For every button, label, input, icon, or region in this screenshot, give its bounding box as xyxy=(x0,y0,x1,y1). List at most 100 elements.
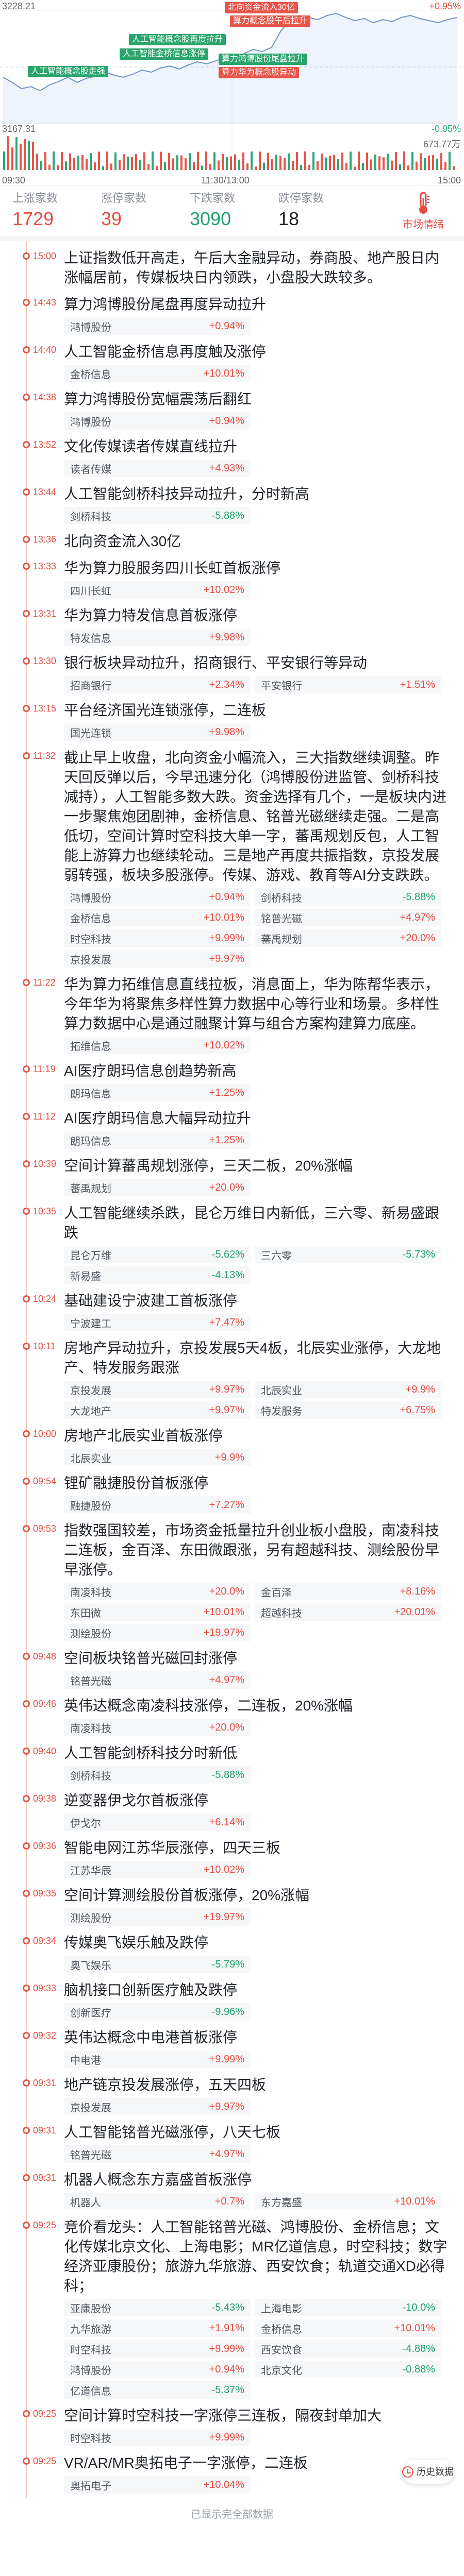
stock-chip[interactable]: 南凌科技 +20.0% xyxy=(64,1719,251,1736)
stock-chip[interactable]: 北京文化 -0.88% xyxy=(255,2361,441,2378)
news-entry[interactable]: 09:31 地产链京投发展涨停，五天四板 京投发展 +9.97% xyxy=(0,2072,464,2120)
stock-chip[interactable]: 机器人 +0.7% xyxy=(64,2193,251,2210)
chart-event-tag[interactable]: 人工智能金桥信息涨停 xyxy=(120,48,209,60)
stock-chip[interactable]: 上海电影 -10.0% xyxy=(255,2299,441,2316)
news-entry[interactable]: 10:39 空间计算蕃禹规划涨停，三天二板，20%涨幅 蕃禹规划 +20.0% xyxy=(0,1153,464,1200)
stock-chip[interactable]: 时空科技 +9.99% xyxy=(64,2340,251,2358)
stock-chip[interactable]: 蕃禹规划 +20.0% xyxy=(64,1179,251,1196)
stock-chip[interactable]: 招商银行 +2.34% xyxy=(64,676,251,693)
news-entry[interactable]: 10:00 房地产北辰实业首板涨停 北辰实业 +9.9% xyxy=(0,1423,464,1470)
stock-chip[interactable]: 新易盛 -4.13% xyxy=(64,1266,251,1284)
stock-chip[interactable]: 读者传媒 +4.93% xyxy=(64,460,251,477)
stock-chip[interactable]: 朗玛信息 +1.25% xyxy=(64,1084,251,1101)
chart-event-tag[interactable]: 算力概念股午后拉升 xyxy=(230,15,311,27)
stock-chip[interactable]: 特发服务 +6.75% xyxy=(255,1401,441,1419)
stock-chip[interactable]: 国光连锁 +9.98% xyxy=(64,723,251,741)
stock-chip[interactable]: 剑桥科技 -5.88% xyxy=(255,888,441,906)
news-entry[interactable]: 15:00 上证指数低开高走，午后大金融异动，券商股、地产股日内涨幅居前，传媒板块… xyxy=(0,245,464,292)
news-entry[interactable]: 13:36 北向资金流入30亿 xyxy=(0,529,464,555)
stock-chip[interactable]: 西安饮食 -4.88% xyxy=(255,2340,441,2358)
stock-chip[interactable]: 伊戈尔 +6.14% xyxy=(64,1814,251,1831)
news-entry[interactable]: 14:43 算力鸿博股份尾盘再度异动拉升 鸿博股份 +0.94% xyxy=(0,292,464,339)
news-entry[interactable]: 09:31 机器人概念东方嘉盛首板涨停 机器人 +0.7% 东方嘉盛 +10.01% xyxy=(0,2167,464,2214)
stock-chip[interactable]: 北辰实业 +9.9% xyxy=(64,1449,251,1466)
stock-chip[interactable]: 金桥信息 +10.01% xyxy=(255,2319,441,2337)
stock-chip[interactable]: 宁波建工 +7.47% xyxy=(64,1314,251,1331)
stock-chip[interactable]: 剑桥科技 -5.88% xyxy=(64,1766,251,1784)
stock-chip[interactable]: 江苏华辰 +10.02% xyxy=(64,1861,251,1878)
stock-chip[interactable]: 昆仑万维 -5.62% xyxy=(64,1246,251,1263)
stock-chip[interactable]: 京投发展 +9.97% xyxy=(64,2098,251,2115)
news-entry[interactable]: 13:33 华为算力股服务四川长虹首板涨停 四川长虹 +10.02% xyxy=(0,555,464,603)
stock-chip[interactable]: 奥拓电子 +10.04% xyxy=(64,2476,251,2494)
stock-chip[interactable]: 九华旅游 +1.91% xyxy=(64,2319,251,2337)
stock-chip[interactable]: 北辰实业 +9.9% xyxy=(255,1381,441,1398)
stock-chip[interactable]: 亿道信息 -5.37% xyxy=(64,2381,251,2399)
news-entry[interactable]: 11:22 华为算力拓维信息直线拉板，消息面上，华为陈帮华表示，今年华为将聚焦多样… xyxy=(0,972,464,1058)
stock-chip[interactable]: 京投发展 +9.97% xyxy=(64,1381,251,1398)
stock-chip[interactable]: 南凌科技 +20.0% xyxy=(64,1583,251,1600)
stock-chip[interactable]: 东方嘉盛 +10.01% xyxy=(255,2193,441,2210)
news-entry[interactable]: 09:25 竞价看龙头：人工智能铭普光磁、鸿博股份、金桥信息；文化传媒北京文化、上… xyxy=(0,2214,464,2403)
chart-event-tag[interactable]: 人工智能概念股走强 xyxy=(28,66,109,77)
stock-chip[interactable]: 融捷股份 +7.27% xyxy=(64,1496,251,1514)
stock-chip[interactable]: 时空科技 +9.99% xyxy=(64,929,251,947)
stock-chip[interactable]: 铭普光磁 +4.97% xyxy=(64,2145,251,2163)
chart-event-tag[interactable]: 北向资金流入30亿 xyxy=(225,2,298,13)
stock-chip[interactable]: 鸿博股份 +0.94% xyxy=(64,888,251,906)
news-entry[interactable]: 10:35 人工智能继续杀跌，昆仑万维日内新低，三六零、新易盛跟跌 昆仑万维 -5.6… xyxy=(0,1200,464,1288)
news-entry[interactable]: 09:53 指数强国较差，市场资金抵量拉升创业板小盘股，南凌科技二连板，金百泽、东… xyxy=(0,1518,464,1646)
news-entry[interactable]: 09:40 人工智能剑桥科技分时新低 剑桥科技 -5.88% xyxy=(0,1740,464,1788)
stock-chip[interactable]: 金百泽 +8.16% xyxy=(255,1583,441,1600)
stock-chip[interactable]: 鸿博股份 +0.94% xyxy=(64,2361,251,2378)
news-entry[interactable]: 13:31 华为算力特发信息首板涨停 特发信息 +9.98% xyxy=(0,603,464,650)
stock-chip[interactable]: 特发信息 +9.98% xyxy=(64,629,251,646)
chart-event-tag[interactable]: 人工智能概念股再度拉升 xyxy=(129,34,226,45)
news-entry[interactable]: 09:33 脑机接口创新医疗触及跌停 创新医疗 -9.96% xyxy=(0,1977,464,2025)
stock-chip[interactable]: 测绘股份 +19.97% xyxy=(64,1624,251,1641)
stock-chip[interactable]: 四川长虹 +10.02% xyxy=(64,581,251,599)
news-entry[interactable]: 13:15 平台经济国光连锁涨停，二连板 国光连锁 +9.98% xyxy=(0,698,464,745)
stock-chip[interactable]: 朗玛信息 +1.25% xyxy=(64,1131,251,1149)
news-entry[interactable]: 09:34 传媒奥飞娱乐触及跌停 奥飞娱乐 -5.79% xyxy=(0,1930,464,1977)
stock-chip[interactable]: 时空科技 +9.99% xyxy=(64,2429,251,2446)
chart-event-tag[interactable]: 算力鸿博股份尾盘拉升 xyxy=(219,54,308,65)
news-entry[interactable]: 09:25 VR/AR/MR奥拓电子一字涨停，二连板 奥拓电子 +10.04% xyxy=(0,2450,464,2498)
stock-chip[interactable]: 平安银行 +1.51% xyxy=(255,676,441,693)
news-entry[interactable]: 14:40 人工智能金桥信息再度触及涨停 金桥信息 +10.01% xyxy=(0,339,464,386)
news-entry[interactable]: 11:12 AI医疗朗玛信息大幅异动拉升 朗玛信息 +1.25% xyxy=(0,1106,464,1153)
stock-chip[interactable]: 金桥信息 +10.01% xyxy=(64,365,251,382)
stock-chip[interactable]: 超越科技 +20.01% xyxy=(255,1603,441,1621)
stock-chip[interactable]: 剑桥科技 -5.88% xyxy=(64,507,251,524)
stock-chip[interactable]: 拓维信息 +10.02% xyxy=(64,1037,251,1054)
stock-chip[interactable]: 亚康股份 -5.43% xyxy=(64,2299,251,2316)
stock-chip[interactable]: 铭普光磁 +4.97% xyxy=(64,1671,251,1689)
stock-chip[interactable]: 东田微 +10.01% xyxy=(64,1603,251,1621)
news-entry[interactable]: 09:48 空间板块铭普光磁回封涨停 铭普光磁 +4.97% xyxy=(0,1646,464,1693)
news-entry[interactable]: 13:30 银行板块异动拉升，招商银行、平安银行等异动 招商银行 +2.34% 平安银行… xyxy=(0,650,464,698)
news-entry[interactable]: 11:32 截止早上收盘，北向资金小幅流入，三大指数继续调整。昨天回反弹以后，今早… xyxy=(0,745,464,972)
stock-chip[interactable]: 鸿博股份 +0.94% xyxy=(64,412,251,430)
news-entry[interactable]: 13:52 文化传媒读者传媒直线拉升 读者传媒 +4.93% xyxy=(0,434,464,481)
stock-chip[interactable]: 三六零 -5.73% xyxy=(255,1246,441,1263)
stock-chip[interactable]: 中电港 +9.99% xyxy=(64,2050,251,2068)
news-entry[interactable]: 11:19 AI医疗朗玛信息创趋势新高 朗玛信息 +1.25% xyxy=(0,1058,464,1106)
stock-chip[interactable]: 金桥信息 +10.01% xyxy=(64,909,251,926)
stock-chip[interactable]: 蕃禹规划 +20.0% xyxy=(255,929,441,947)
news-entry[interactable]: 09:36 智能电网江苏华辰涨停，四天三板 江苏华辰 +10.02% xyxy=(0,1835,464,1883)
news-entry[interactable]: 09:35 空间计算测绘股份首板涨停，20%涨幅 测绘股份 +19.97% xyxy=(0,1883,464,1930)
stock-chip[interactable]: 大龙地产 +9.97% xyxy=(64,1401,251,1419)
stock-chip[interactable]: 铭普光磁 +4.97% xyxy=(255,909,441,926)
stock-chip[interactable]: 鸿博股份 +0.94% xyxy=(64,317,251,335)
news-entry[interactable]: 10:11 房地产异动拉升，京投发展5天4板，北辰实业涨停，大龙地产、特发服务跟涨… xyxy=(0,1335,464,1423)
news-entry[interactable]: 09:46 英伟达概念南凌科技涨停，二连板，20%涨幅 南凌科技 +20.0% xyxy=(0,1693,464,1740)
news-entry[interactable]: 09:54 锂矿融捷股份首板涨停 融捷股份 +7.27% xyxy=(0,1470,464,1518)
news-entry[interactable]: 09:31 人工智能铭普光磁涨停，八天七板 铭普光磁 +4.97% xyxy=(0,2120,464,2167)
news-entry[interactable]: 09:32 英伟达概念中电港首板涨停 中电港 +9.99% xyxy=(0,2025,464,2072)
market-sentiment-button[interactable]: 市场情绪 xyxy=(395,191,452,231)
stock-chip[interactable]: 测绘股份 +19.97% xyxy=(64,1908,251,1926)
news-entry[interactable]: 09:38 逆变器伊戈尔首板涨停 伊戈尔 +6.14% xyxy=(0,1788,464,1835)
intraday-chart[interactable]: 3228.21 +0.95% 3167.31 -0.95% 673.77万 09… xyxy=(0,0,464,185)
news-entry[interactable]: 09:25 空间计算时空科技一字涨停三连板，隔夜封单加大 时空科技 +9.99% xyxy=(0,2403,464,2450)
history-data-button[interactable]: 历史数据 xyxy=(402,2460,454,2484)
